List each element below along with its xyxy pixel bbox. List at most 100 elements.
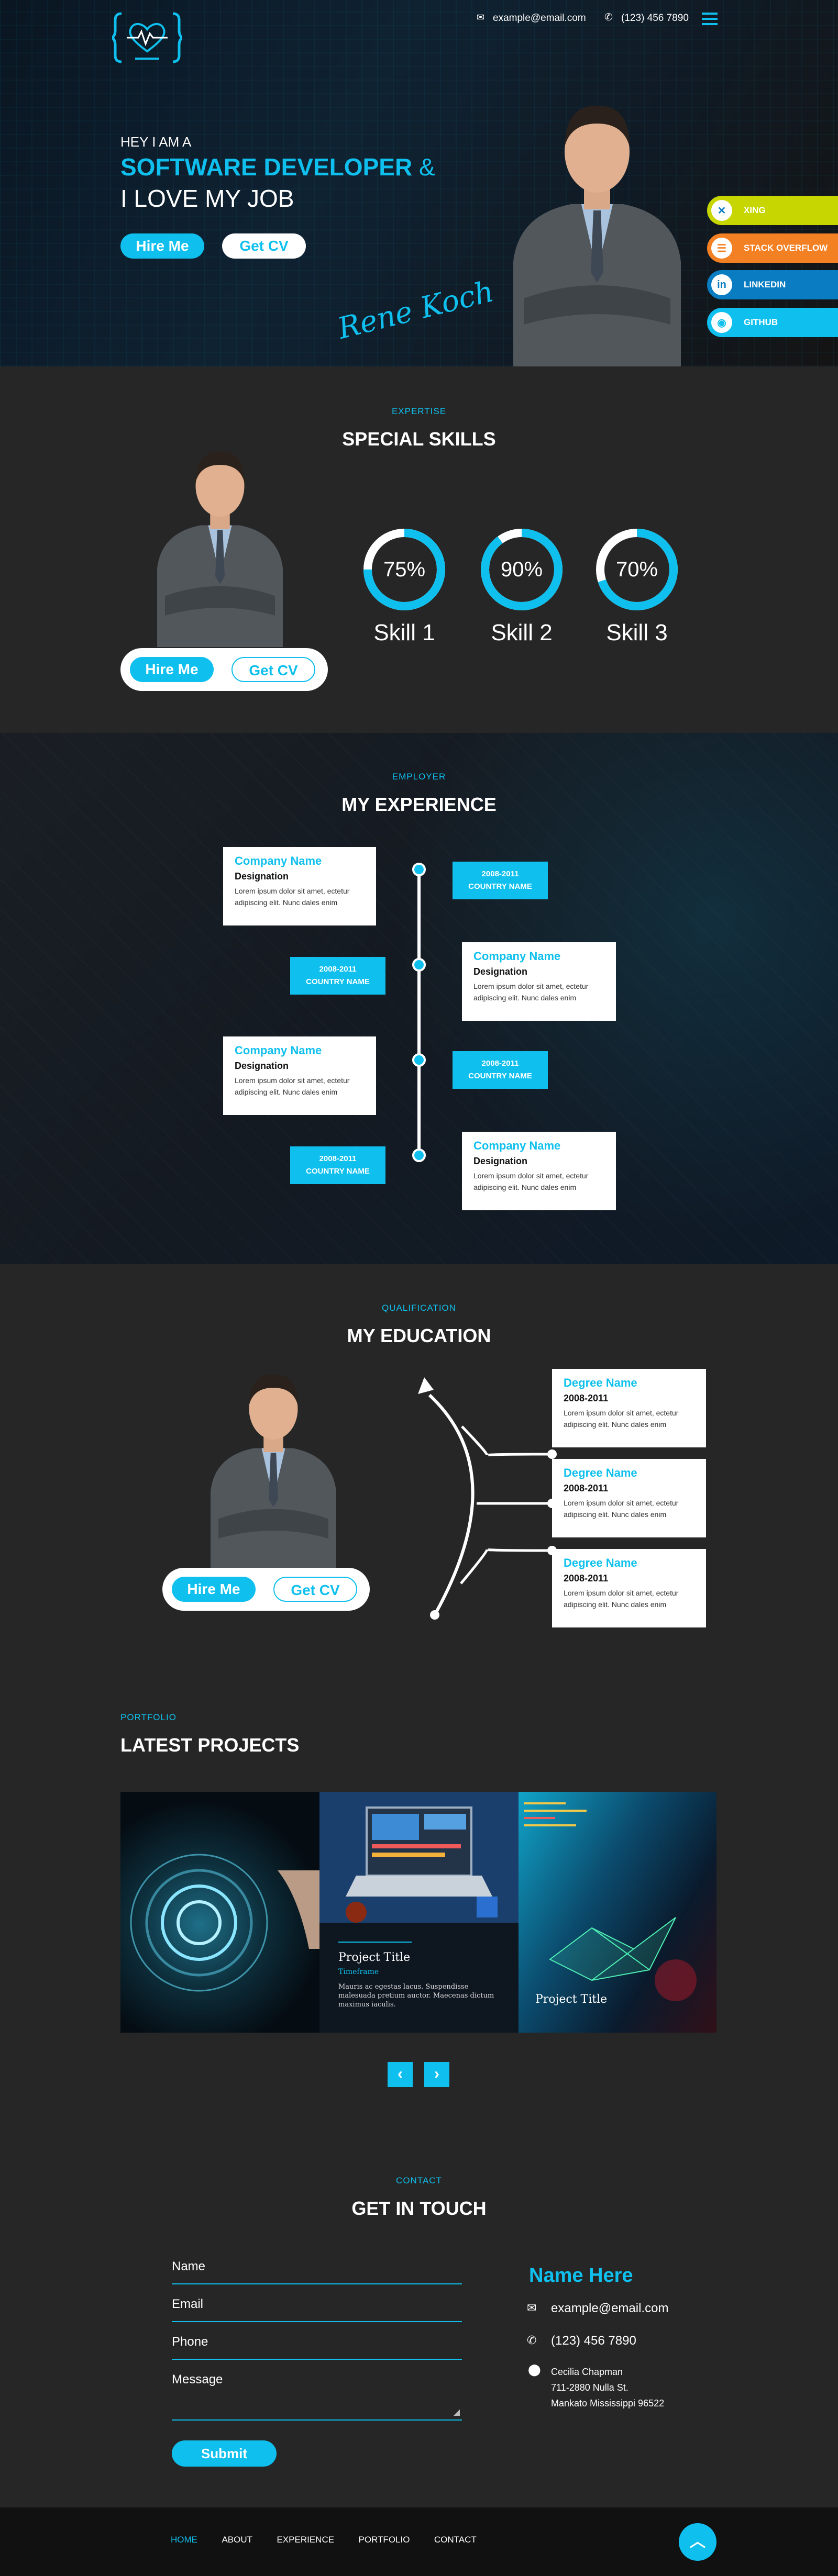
fingerprint-touch-image bbox=[130, 1854, 319, 1992]
education-arc-diagram bbox=[418, 1377, 557, 1620]
experience-country-2: COUNTRY NAME bbox=[306, 977, 370, 986]
education-title: MY EDUCATION bbox=[347, 1325, 491, 1346]
experience-designation-4: Designation bbox=[473, 1156, 528, 1166]
footer: HOME ABOUT EXPERIENCE PORTFOLIO CONTACT … bbox=[0, 2507, 838, 2576]
contact-card-name: Name Here bbox=[529, 2265, 633, 2287]
experience-date-1: 2008-2011 COUNTRY NAME bbox=[453, 862, 548, 899]
social-xing-button[interactable]: ✕ XING bbox=[707, 196, 838, 225]
skill-2-percent: 90% bbox=[500, 558, 543, 581]
education-button-group: Hire Me Get CV bbox=[162, 1568, 370, 1611]
contact-phone[interactable]: (123) 456 7890 bbox=[551, 2334, 636, 2348]
timeline-line bbox=[417, 869, 421, 1162]
education-desc-1: Lorem ipsum dolor sit amet, ectetur adip… bbox=[564, 1409, 679, 1429]
experience-company-1: Company Name bbox=[235, 854, 322, 867]
github-icon: ◉ bbox=[711, 312, 732, 333]
hero-title-amp: & bbox=[418, 153, 435, 181]
experience-desc-1: Lorem ipsum dolor sit amet, ectetur adip… bbox=[235, 887, 350, 907]
education-card-1: Degree Name 2008-2011 Lorem ipsum dolor … bbox=[552, 1369, 706, 1447]
education-degree-1: Degree Name bbox=[564, 1376, 637, 1389]
footer-nav: HOME ABOUT EXPERIENCE PORTFOLIO CONTACT bbox=[171, 2535, 499, 2545]
experience-section: EMPLOYER MY EXPERIENCE Company Name Desi… bbox=[0, 733, 838, 1264]
experience-desc-3: Lorem ipsum dolor sit amet, ectetur adip… bbox=[235, 1076, 350, 1096]
education-portrait-image bbox=[211, 1374, 336, 1570]
footer-nav-contact[interactable]: CONTACT bbox=[434, 2535, 477, 2545]
hero-portrait-image bbox=[513, 105, 681, 366]
timeline-dot-2 bbox=[412, 958, 426, 972]
hero-title-accent: SOFTWARE DEVELOPER bbox=[120, 153, 413, 181]
education-hire-me-button[interactable]: Hire Me bbox=[172, 1577, 256, 1602]
hire-me-button[interactable]: Hire Me bbox=[120, 233, 204, 259]
address-line-2: 711-2880 Nulla St. bbox=[551, 2382, 629, 2393]
education-get-cv-button[interactable]: Get CV bbox=[273, 1577, 357, 1602]
project-card-3[interactable]: Project Title bbox=[519, 1792, 716, 2033]
education-card-3: Degree Name 2008-2011 Lorem ipsum dolor … bbox=[552, 1549, 706, 1627]
social-stackoverflow-button[interactable]: ☰ STACK OVERFLOW bbox=[707, 233, 838, 263]
laptop-code-image bbox=[319, 1792, 519, 1923]
hero-section: ✉ example@email.com ✆ (123) 456 7890 HEY… bbox=[0, 0, 838, 366]
experience-date-2: 2008-2011 COUNTRY NAME bbox=[290, 957, 385, 995]
name-placeholder: Name bbox=[172, 2259, 206, 2273]
skill-1-percent: 75% bbox=[383, 558, 426, 581]
contact-title: GET IN TOUCH bbox=[351, 2198, 487, 2219]
experience-country-1: COUNTRY NAME bbox=[468, 882, 532, 891]
chevron-left-icon[interactable]: ‹ bbox=[388, 2062, 413, 2087]
name-field[interactable]: Name bbox=[172, 2259, 462, 2284]
email-field[interactable]: Email bbox=[172, 2297, 462, 2322]
skills-get-cv-button[interactable]: Get CV bbox=[231, 657, 315, 682]
hero-background bbox=[0, 0, 838, 366]
contact-section: CONTACT GET IN TOUCH Name Email Phone Me… bbox=[0, 2136, 838, 2507]
chevron-up-icon[interactable]: ︿ bbox=[679, 2523, 716, 2561]
project-divider bbox=[338, 1942, 412, 1943]
experience-kicker: EMPLOYER bbox=[392, 772, 446, 782]
education-kicker: QUALIFICATION bbox=[381, 1303, 457, 1313]
contact-kicker: CONTACT bbox=[396, 2176, 442, 2185]
get-cv-button[interactable]: Get CV bbox=[222, 233, 306, 259]
hamburger-icon[interactable] bbox=[702, 13, 718, 26]
experience-desc-2: Lorem ipsum dolor sit amet, ectetur adip… bbox=[473, 982, 589, 1002]
message-field[interactable]: Message ◢ bbox=[172, 2372, 462, 2421]
portfolio-kicker: PORTFOLIO bbox=[120, 1712, 177, 1722]
experience-date-4: 2008-2011 COUNTRY NAME bbox=[290, 1146, 385, 1184]
email-placeholder: Email bbox=[172, 2297, 204, 2311]
header-phone[interactable]: (123) 456 7890 bbox=[621, 13, 689, 24]
contact-address: Cecilia Chapman 711-2880 Nulla St. Manka… bbox=[551, 2364, 664, 2411]
resize-handle-icon[interactable]: ◢ bbox=[453, 2408, 460, 2417]
phone-placeholder: Phone bbox=[172, 2335, 208, 2349]
skills-hire-me-button[interactable]: Hire Me bbox=[130, 657, 214, 682]
project-featured-title: Project Title bbox=[338, 1951, 411, 1964]
project-card-2[interactable]: Project Title Timeframe Mauris ac egesta… bbox=[319, 1792, 519, 2033]
skill-3-percent: 70% bbox=[615, 558, 658, 581]
footer-nav-home[interactable]: HOME bbox=[171, 2535, 197, 2545]
skill-2-ring bbox=[481, 529, 563, 610]
social-github-button[interactable]: ◉ GITHUB bbox=[707, 308, 838, 337]
education-years-3: 2008-2011 bbox=[564, 1573, 609, 1583]
education-section: QUALIFICATION MY EDUCATION Hire Me Get C… bbox=[0, 1264, 838, 1672]
header-email[interactable]: example@email.com bbox=[493, 13, 586, 24]
contact-email[interactable]: example@email.com bbox=[551, 2301, 669, 2315]
phone-icon: ✆ bbox=[527, 2334, 537, 2347]
experience-years-1: 2008-2011 bbox=[481, 869, 519, 878]
footer-nav-about[interactable]: ABOUT bbox=[222, 2535, 253, 2545]
education-card-2: Degree Name 2008-2011 Lorem ipsum dolor … bbox=[552, 1459, 706, 1537]
project-featured-desc: Mauris ac egestas lacus. Suspendisse mal… bbox=[338, 1983, 494, 2009]
linkedin-icon: in bbox=[711, 274, 732, 295]
skills-section: EXPERTISE SPECIAL SKILLS Hire Me Get CV … bbox=[0, 366, 838, 733]
logo-heartbeat-icon[interactable] bbox=[112, 9, 182, 67]
experience-company-3: Company Name bbox=[235, 1044, 322, 1057]
footer-nav-experience[interactable]: EXPERIENCE bbox=[277, 2535, 335, 2545]
address-line-3: Mankato Mississippi 96522 bbox=[551, 2398, 665, 2408]
footer-nav-portfolio[interactable]: PORTFOLIO bbox=[358, 2535, 410, 2545]
message-placeholder: Message bbox=[172, 2372, 223, 2387]
experience-designation-2: Designation bbox=[473, 966, 528, 977]
submit-button[interactable]: Submit bbox=[172, 2440, 277, 2467]
xing-icon: ✕ bbox=[711, 200, 732, 221]
skill-3-label: Skill 3 bbox=[606, 620, 668, 645]
experience-years-3: 2008-2011 bbox=[481, 1059, 519, 1068]
portfolio-section: PORTFOLIO LATEST PROJECTS Project Title … bbox=[0, 1672, 838, 2136]
phone-field[interactable]: Phone bbox=[172, 2335, 462, 2360]
experience-date-3: 2008-2011 COUNTRY NAME bbox=[453, 1051, 548, 1089]
project-card-1[interactable] bbox=[120, 1792, 319, 2033]
social-linkedin-button[interactable]: in LINKEDIN bbox=[707, 270, 838, 299]
education-years-1: 2008-2011 bbox=[564, 1393, 609, 1403]
chevron-right-icon[interactable]: › bbox=[424, 2062, 449, 2087]
